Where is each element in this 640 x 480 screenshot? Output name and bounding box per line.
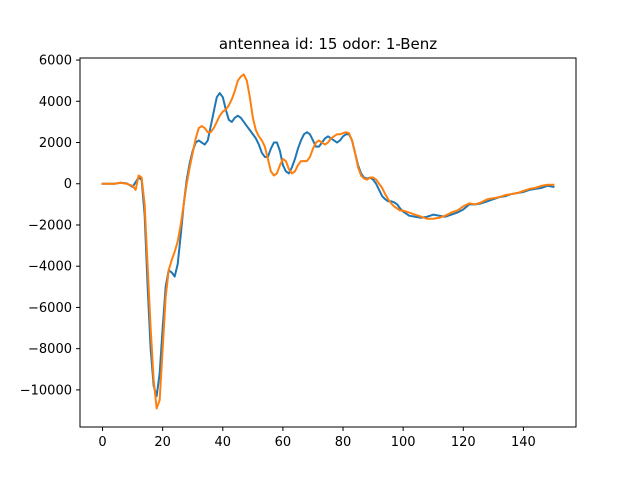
plot-area: 0 20 40 60 80 100 120 140 −10000 −8000 −6000 −4000 −… bbox=[20, 54, 577, 450]
chart-title: antennea id: 15 odor: 1-Benz bbox=[219, 35, 437, 53]
x-tick-label: 20 bbox=[154, 435, 171, 450]
axes-frame bbox=[79, 57, 577, 428]
axes-layer: 0 20 40 60 80 100 120 140 −10000 −8000 −6000 −4000 −… bbox=[20, 54, 577, 450]
x-tick-label: 40 bbox=[215, 435, 232, 450]
y-tick-label: −4000 bbox=[28, 260, 72, 275]
x-tick-label: 140 bbox=[511, 435, 536, 450]
y-tick-label: 6000 bbox=[39, 54, 72, 69]
y-tick-label: 0 bbox=[64, 177, 72, 192]
y-tick-label: −10000 bbox=[20, 383, 72, 398]
x-tick-label: 60 bbox=[275, 435, 292, 450]
y-tick-label: −6000 bbox=[28, 301, 72, 316]
x-tick-label: 0 bbox=[98, 435, 106, 450]
x-tick-label: 120 bbox=[451, 435, 476, 450]
series-layer bbox=[101, 73, 555, 410]
y-tick-label: 4000 bbox=[39, 95, 72, 110]
x-tick-label: 100 bbox=[391, 435, 416, 450]
y-tick-label: −8000 bbox=[28, 342, 72, 357]
series-line-2 bbox=[101, 73, 555, 410]
x-tick-label: 80 bbox=[335, 435, 352, 450]
y-tick-label: −2000 bbox=[28, 218, 72, 233]
series-line-1 bbox=[101, 92, 555, 398]
y-tick-label: 2000 bbox=[39, 136, 72, 151]
